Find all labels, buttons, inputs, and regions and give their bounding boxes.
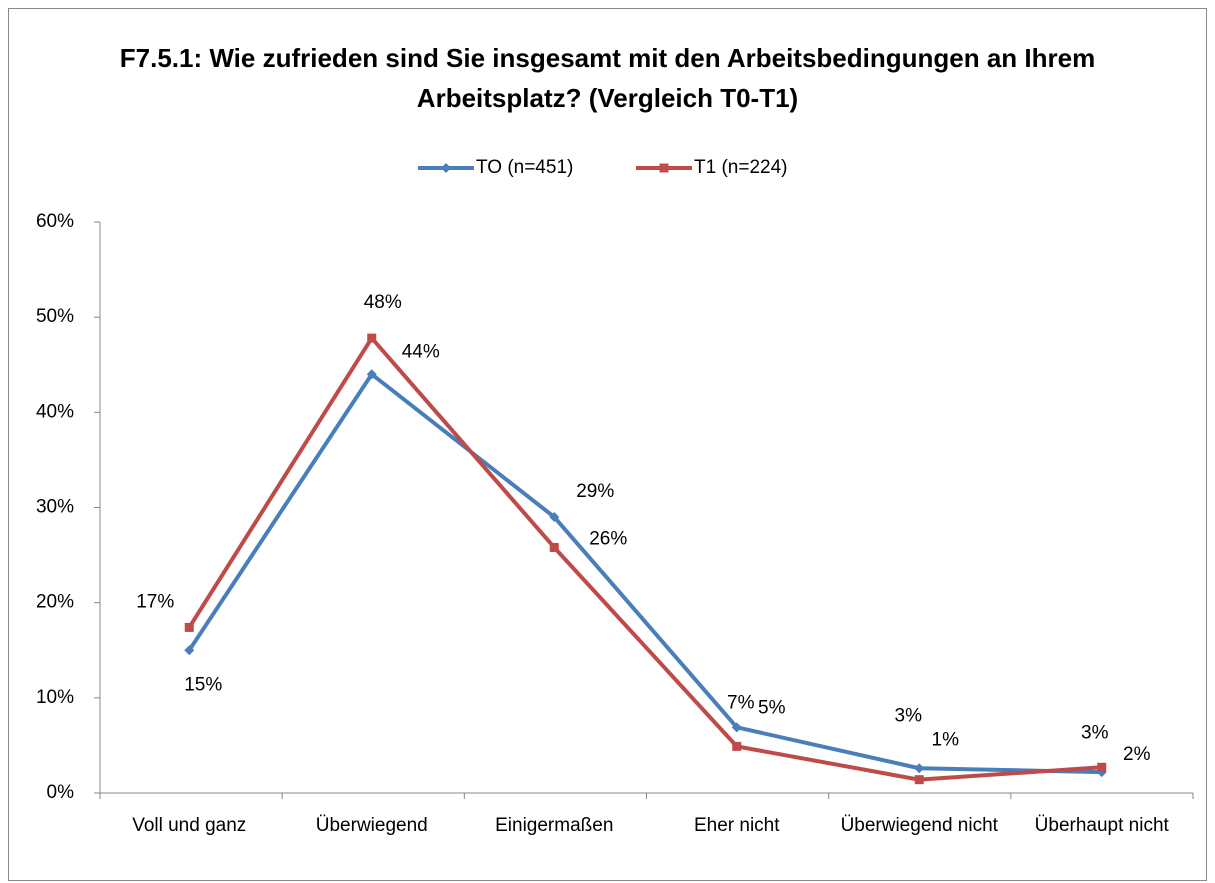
data-label: 17% [136,591,174,612]
y-tick-label: 40% [36,401,74,422]
legend-marker [659,163,669,173]
data-label: 5% [758,697,786,718]
data-point [367,333,377,343]
data-label: 2% [1123,744,1151,765]
data-label: 3% [1081,722,1109,743]
data-label: 29% [576,481,614,502]
data-label: 3% [895,705,923,726]
x-tick-label: Überwiegend [315,815,428,836]
legend-marker [441,163,451,173]
y-tick-label: 60% [36,211,74,232]
x-tick-label: Überwiegend nicht [840,815,998,836]
data-point [184,622,194,632]
legend-label: T1 (n=224) [694,157,787,178]
data-point [914,763,925,774]
data-label: 44% [402,341,440,362]
y-tick-label: 0% [47,782,75,803]
y-tick-label: 50% [36,306,74,327]
chart-border [8,8,1207,881]
data-point [732,741,742,751]
x-tick-label: Überhaupt nicht [1034,815,1169,836]
x-tick-label: Voll und ganz [132,815,247,836]
data-label: 48% [364,292,402,313]
data-point [549,512,560,523]
y-tick-label: 30% [36,497,74,518]
data-label: 1% [932,730,960,751]
series-line [187,336,1102,782]
series-line [187,372,1102,775]
x-tick-label: Einigermaßen [495,815,614,836]
y-tick-label: 20% [36,592,74,613]
data-label: 15% [184,674,222,695]
y-tick-label: 10% [36,687,74,708]
data-point [914,775,924,785]
data-point [549,542,559,552]
data-point [1097,762,1107,772]
x-tick-label: Eher nicht [693,815,780,836]
data-label: 26% [589,528,627,549]
data-point [366,369,377,380]
data-point [184,645,195,656]
chart-title: F7.5.1: Wie zufrieden sind Sie insgesamt… [119,43,1096,113]
legend-label: TO (n=451) [476,157,573,178]
data-point [731,722,742,733]
data-label: 7% [727,692,755,713]
